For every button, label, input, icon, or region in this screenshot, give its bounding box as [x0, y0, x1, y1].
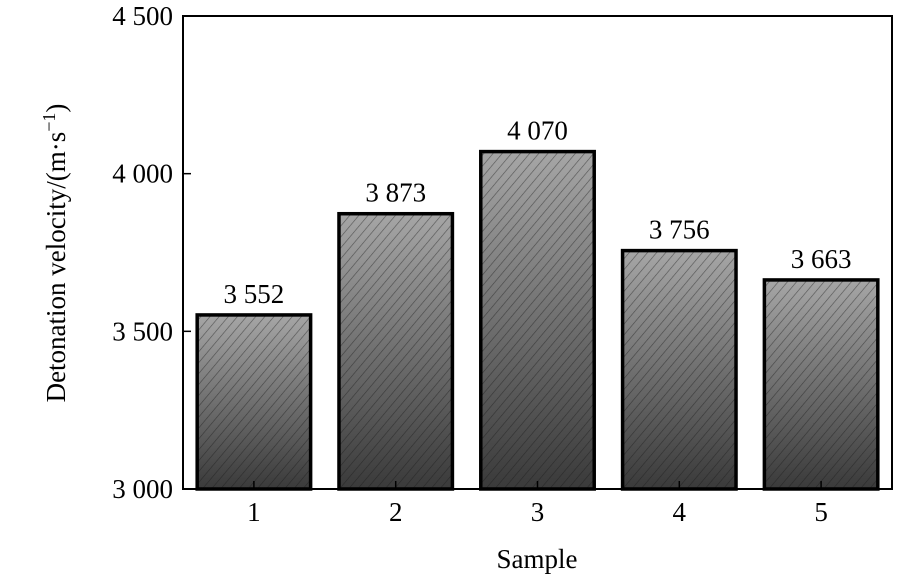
data-labels-group: 3 552 3 873 4 070 3 756 3 663 — [224, 116, 852, 309]
x-tick-label: 4 — [673, 497, 687, 527]
data-label: 3 663 — [791, 244, 852, 274]
x-axis-label: Sample — [497, 544, 578, 574]
bar-hatch — [479, 149, 596, 491]
x-tick-label: 2 — [389, 497, 403, 527]
x-tick-label: 3 — [531, 497, 545, 527]
data-label: 3 756 — [649, 215, 710, 245]
data-label: 3 873 — [365, 178, 426, 208]
y-axis-label: Detonation velocity/(m·s−1) — [39, 104, 71, 403]
y-axis-label-superscript: −1 — [39, 113, 59, 132]
y-axis-label-suffix: ) — [41, 104, 71, 113]
x-tick-label: 1 — [247, 497, 261, 527]
data-label: 3 552 — [224, 279, 285, 309]
y-tick-label: 3 500 — [112, 316, 173, 346]
bar-hatch — [195, 313, 313, 491]
bar-1 — [195, 313, 313, 491]
y-tick-label: 4 000 — [112, 159, 173, 189]
y-axis-ticks: 3 000 3 500 4 000 4 500 — [112, 1, 191, 504]
bar-hatch — [762, 278, 880, 491]
x-tick-label: 5 — [814, 497, 828, 527]
bar-5 — [762, 278, 880, 491]
data-label: 4 070 — [507, 116, 568, 146]
y-tick-label: 4 500 — [112, 1, 173, 31]
bar-2 — [337, 211, 455, 491]
x-axis-ticks: 1 2 3 4 5 — [247, 481, 828, 527]
bar-hatch — [337, 211, 455, 491]
bar-4 — [620, 248, 738, 491]
bar-3 — [479, 149, 596, 491]
y-tick-label: 3 000 — [112, 474, 173, 504]
y-axis-label-main: Detonation velocity/(m·s — [41, 132, 71, 403]
bars-group — [195, 149, 880, 491]
bar-hatch — [620, 248, 738, 491]
